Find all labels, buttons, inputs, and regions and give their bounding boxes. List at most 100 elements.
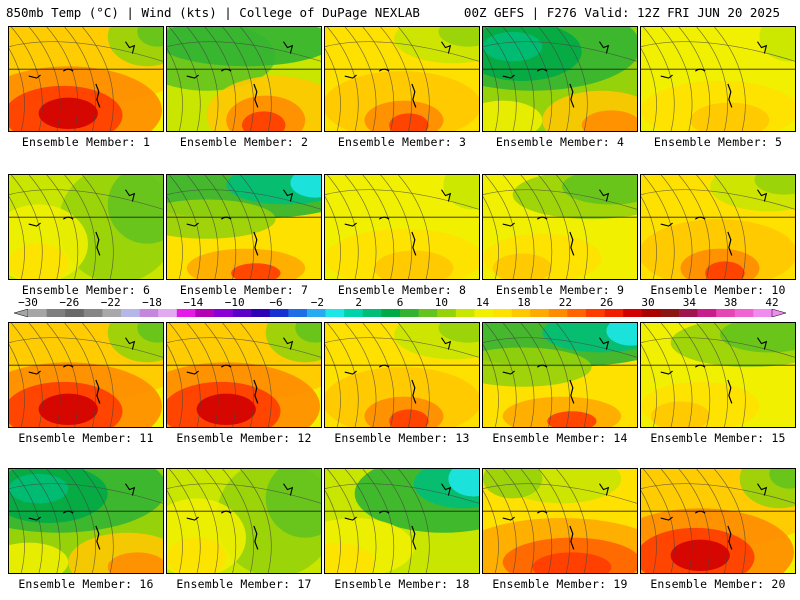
- colorbar-swatch: [530, 309, 550, 317]
- colorbar-tick-label: 26: [600, 296, 614, 309]
- colorbar-swatch: [121, 309, 140, 317]
- colorbar-swatch: [604, 309, 624, 317]
- colorbar-swatch: [679, 309, 698, 317]
- colorbar-swatch: [307, 309, 326, 317]
- ensemble-member-label: Ensemble Member: 5: [653, 135, 783, 149]
- colorbar-tick-label: −10: [224, 296, 245, 309]
- colorbar-tick-label: 10: [434, 296, 448, 309]
- colorbar-swatch: [269, 309, 289, 317]
- colorbar-swatch: [362, 309, 382, 317]
- colorbar-swatch: [214, 309, 233, 317]
- ensemble-member-map: [166, 174, 322, 280]
- ensemble-member-map: [324, 468, 480, 574]
- colorbar-swatch: [28, 309, 47, 317]
- colorbar-tick-label: −22: [100, 296, 121, 309]
- colorbar-tick-label: −26: [59, 296, 80, 309]
- ensemble-member-map: [324, 26, 480, 132]
- ensemble-member-map: [482, 322, 638, 428]
- ensemble-member-map: [640, 26, 796, 132]
- colorbar-swatch: [753, 309, 773, 317]
- ensemble-member-label: Ensemble Member: 18: [334, 577, 470, 591]
- colorbar-tick-label: 6: [396, 296, 404, 309]
- colorbar-swatch: [83, 309, 103, 317]
- colorbar-swatch: [511, 309, 531, 317]
- map-title: 850mb Temp (°C) | Wind (kts) | College o…: [6, 5, 420, 20]
- ensemble-member-map: [166, 468, 322, 574]
- ensemble-member-map: [640, 322, 796, 428]
- ensemble-member-label: Ensemble Member: 2: [179, 135, 309, 149]
- colorbar-tick-label: −2: [310, 296, 324, 309]
- colorbar-tick-label: −18: [142, 296, 162, 309]
- colorbar-swatch: [251, 309, 271, 317]
- ensemble-member-map: [640, 174, 796, 280]
- colorbar-tick-label: 18: [517, 296, 531, 309]
- colorbar-tick-label: 42: [765, 296, 779, 309]
- ensemble-member-label: Ensemble Member: 14: [492, 431, 628, 445]
- ensemble-member-map: [324, 174, 480, 280]
- ensemble-member-map: [482, 468, 638, 574]
- colorbar-swatch: [139, 309, 159, 317]
- ensemble-member-map: [8, 174, 164, 280]
- colorbar-scale: [13, 309, 787, 317]
- colorbar-swatch: [493, 309, 512, 317]
- ensemble-member-label: Ensemble Member: 10: [650, 283, 786, 297]
- ensemble-member-map: [8, 26, 164, 132]
- ensemble-member-label: Ensemble Member: 3: [337, 135, 467, 149]
- colorbar-swatch: [418, 309, 438, 317]
- colorbar-swatch: [325, 309, 345, 317]
- colorbar-tick-label: −14: [183, 296, 204, 309]
- colorbar-tick-label: 2: [355, 296, 362, 309]
- ensemble-member-map: [8, 322, 164, 428]
- colorbar-tick-label: 22: [558, 296, 572, 309]
- ensemble-member-map: [166, 322, 322, 428]
- colorbar-swatch: [232, 309, 252, 317]
- ensemble-member-map: [324, 322, 480, 428]
- model-run-valid-time: 00Z GEFS | F276 Valid: 12Z FRI JUN 20 20…: [463, 5, 780, 20]
- colorbar-swatch: [660, 309, 680, 317]
- colorbar-swatch: [437, 309, 457, 317]
- colorbar-swatch: [586, 309, 605, 317]
- ensemble-member-label: Ensemble Member: 4: [495, 135, 625, 149]
- ensemble-member-label: Ensemble Member: 19: [492, 577, 628, 591]
- colorbar-swatch: [567, 309, 587, 317]
- ensemble-member-label: Ensemble Member: 11: [18, 431, 154, 445]
- colorbar-swatch: [65, 309, 85, 317]
- colorbar-swatch: [344, 309, 364, 317]
- colorbar-swatch: [697, 309, 717, 317]
- ensemble-member-label: Ensemble Member: 13: [334, 431, 470, 445]
- ensemble-member-label: Ensemble Member: 1: [21, 135, 151, 149]
- colorbar-swatch: [381, 309, 401, 317]
- ensemble-member-label: Ensemble Member: 20: [650, 577, 786, 591]
- colorbar-swatch: [195, 309, 215, 317]
- ensemble-member-label: Ensemble Member: 6: [21, 283, 151, 297]
- ensemble-member-label: Ensemble Member: 7: [179, 283, 309, 297]
- ensemble-member-label: Ensemble Member: 8: [337, 283, 467, 297]
- ensemble-member-map: [482, 174, 638, 280]
- ensemble-member-label: Ensemble Member: 17: [176, 577, 312, 591]
- colorbar-swatch: [623, 309, 643, 317]
- colorbar-swatch: [716, 309, 736, 317]
- colorbar-tick-label: 30: [641, 296, 655, 309]
- ensemble-member-map: [8, 468, 164, 574]
- colorbar-swatch: [46, 309, 66, 317]
- colorbar-swatch: [548, 309, 568, 317]
- ensemble-member-label: Ensemble Member: 9: [495, 283, 625, 297]
- colorbar-swatch: [474, 309, 494, 317]
- colorbar-swatch: [400, 309, 419, 317]
- colorbar-tick-label: 14: [476, 296, 490, 309]
- colorbar-tick-label: −30: [18, 296, 38, 309]
- temperature-colorbar: −30 −26 −22 −18 −14 −10 −6 −2 2 6 10 14 18 22 26 30 34 38…: [0, 296, 800, 318]
- colorbar-tick-label: 34: [682, 296, 696, 309]
- ensemble-member-map: [482, 26, 638, 132]
- colorbar-swatch: [734, 309, 754, 317]
- colorbar-swatch: [176, 309, 196, 317]
- ensemble-member-map: [640, 468, 796, 574]
- ensemble-member-label: Ensemble Member: 16: [18, 577, 154, 591]
- colorbar-swatch: [288, 309, 308, 317]
- colorbar-tick-label: −6: [269, 296, 283, 309]
- colorbar-tick-label: 38: [724, 296, 738, 309]
- colorbar-swatch: [455, 309, 475, 317]
- ensemble-member-map: [166, 26, 322, 132]
- colorbar-swatch: [158, 309, 178, 317]
- ensemble-member-label: Ensemble Member: 12: [176, 431, 312, 445]
